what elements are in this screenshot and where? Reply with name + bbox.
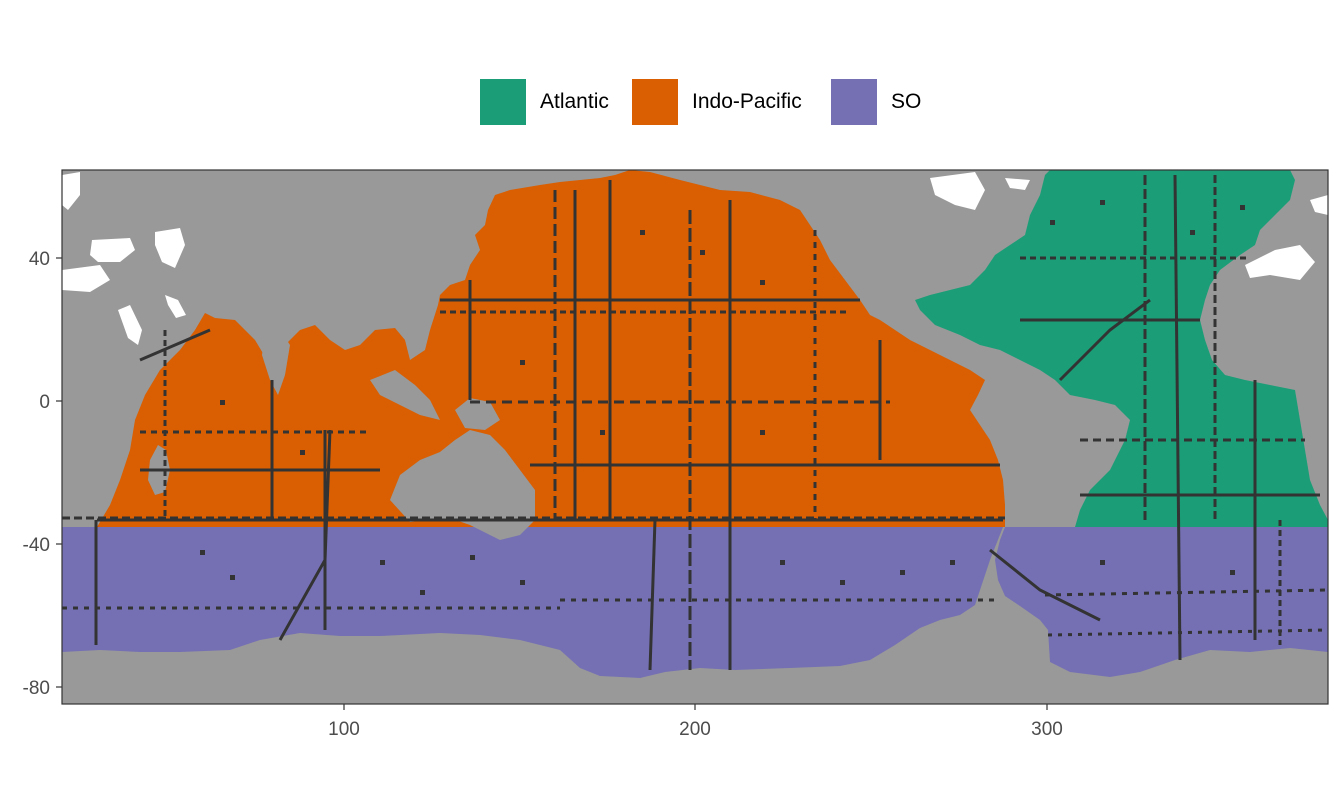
indonesia-islands — [370, 370, 500, 430]
y-axis: 40 0 -40 -80 — [23, 249, 62, 699]
x-axis: 100 200 300 — [328, 704, 1063, 740]
legend-label-indo-pacific: Indo-Pacific — [692, 90, 802, 113]
cruise-tracks — [62, 174, 1328, 671]
x-tick-label: 100 — [328, 719, 360, 740]
x-tick-label: 300 — [1031, 719, 1063, 740]
legend-label-atlantic: Atlantic — [540, 90, 609, 113]
legend-label-so: SO — [891, 90, 922, 113]
y-tick-label: -80 — [23, 678, 50, 699]
x-tick-label: 200 — [679, 719, 711, 740]
so-swatch — [831, 79, 877, 125]
legend: Atlantic Indo-Pacific SO — [0, 78, 1344, 126]
y-tick-label: 40 — [29, 249, 50, 270]
india-landmass — [262, 330, 290, 395]
y-tick-label: 0 — [39, 392, 50, 413]
atlantic-swatch — [480, 79, 526, 125]
sample-points — [200, 200, 1245, 595]
australia-landmass — [390, 430, 535, 540]
indo-pacific-swatch — [632, 79, 678, 125]
y-tick-label: -40 — [23, 535, 50, 556]
southern-ocean-region — [62, 527, 1328, 678]
